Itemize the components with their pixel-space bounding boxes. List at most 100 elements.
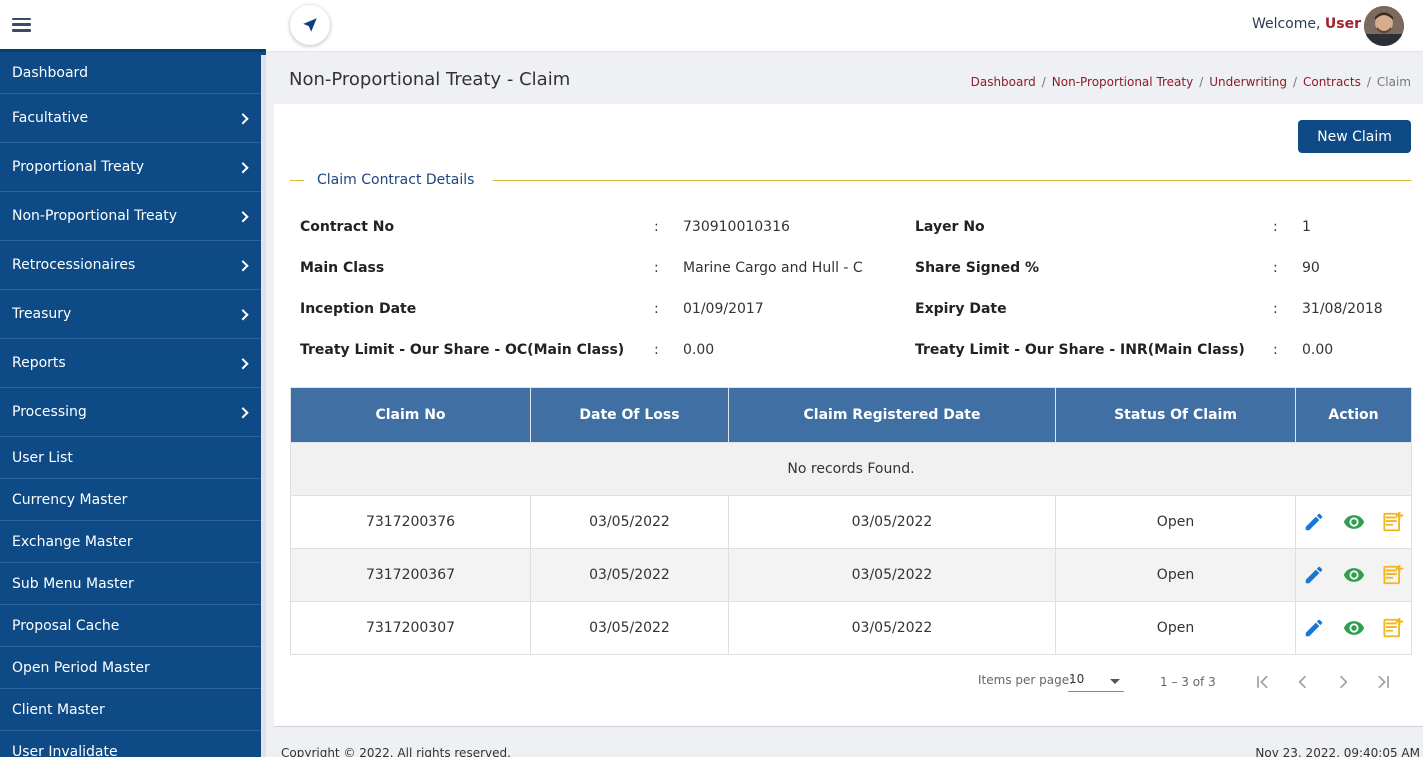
view-icon[interactable]: [1343, 617, 1365, 639]
sidebar-header: [0, 0, 266, 52]
empty-message: No records Found.: [290, 442, 1412, 496]
last-page-icon: [1378, 675, 1389, 689]
detail-label: Inception Date: [300, 301, 417, 317]
chevron-right-icon: [237, 358, 249, 370]
detail-colon: :: [654, 342, 659, 358]
page-title: Non-Proportional Treaty - Claim: [289, 69, 571, 90]
table-row: 7317200376 03/05/2022 03/05/2022 Open: [290, 495, 1412, 549]
detail-colon: :: [1273, 301, 1278, 317]
sidebar-item-user-invalidate[interactable]: User Invalidate: [0, 731, 261, 757]
edit-icon[interactable]: [1303, 617, 1325, 639]
sidebar-item-non-proportional-treaty[interactable]: Non-Proportional Treaty: [0, 192, 261, 241]
section-title: Claim Contract Details: [317, 172, 475, 188]
cell-date-of-loss: 03/05/2022: [530, 601, 729, 655]
breadcrumb-item-underwriting[interactable]: Underwriting: [1209, 75, 1287, 89]
sidebar-menu: Dashboard Facultative Proportional Treaty N…: [0, 52, 261, 757]
chevron-right-icon: [237, 309, 249, 321]
avatar[interactable]: [1364, 6, 1404, 46]
new-claim-button[interactable]: New Claim: [1298, 120, 1411, 153]
detail-label: Treaty Limit - Our Share - INR(Main Clas…: [915, 342, 1245, 358]
sidebar-item-currency-master[interactable]: Currency Master: [0, 479, 261, 521]
cell-registered-date: 03/05/2022: [728, 601, 1056, 655]
sidebar-item-open-period-master[interactable]: Open Period Master: [0, 647, 261, 689]
edit-icon[interactable]: [1303, 564, 1325, 586]
sidebar-item-retrocessionaires[interactable]: Retrocessionaires: [0, 241, 261, 290]
table-row: 7317200367 03/05/2022 03/05/2022 Open: [290, 548, 1412, 602]
detail-colon: :: [654, 260, 659, 276]
chevron-right-icon: [237, 113, 249, 125]
sidebar-item-label: Currency Master: [12, 491, 128, 508]
add-note-icon[interactable]: [1382, 511, 1405, 533]
chevron-right-icon: [237, 211, 249, 223]
sidebar-scrollbar[interactable]: [261, 55, 266, 757]
breadcrumb-item-non-proportional-treaty[interactable]: Non-Proportional Treaty: [1051, 75, 1194, 89]
hamburger-menu-icon[interactable]: [12, 17, 31, 32]
first-page-button[interactable]: [1248, 667, 1278, 697]
claim-card: New Claim Claim Contract Details Contrac…: [274, 104, 1423, 727]
sidebar-item-facultative[interactable]: Facultative: [0, 94, 261, 143]
sidebar-item-proportional-treaty[interactable]: Proportional Treaty: [0, 143, 261, 192]
sidebar-item-sub-menu-master[interactable]: Sub Menu Master: [0, 563, 261, 605]
cell-action: [1295, 601, 1412, 655]
sidebar-item-label: Exchange Master: [12, 533, 133, 550]
column-header-date-of-loss: Date Of Loss: [530, 387, 729, 443]
cell-date-of-loss: 03/05/2022: [530, 548, 729, 602]
sidebar-item-user-list[interactable]: User List: [0, 437, 261, 479]
sidebar-item-processing[interactable]: Processing: [0, 388, 261, 437]
detail-value: 90: [1302, 260, 1320, 276]
items-per-page-value: 10: [1069, 672, 1085, 686]
sidebar: Dashboard Facultative Proportional Treaty N…: [0, 0, 266, 757]
cell-date-of-loss: 03/05/2022: [530, 495, 729, 549]
table-row: 7317200307 03/05/2022 03/05/2022 Open: [290, 601, 1412, 655]
cell-registered-date: 03/05/2022: [728, 548, 1056, 602]
last-page-button[interactable]: [1368, 667, 1398, 697]
detail-value: Marine Cargo and Hull - C: [683, 260, 863, 276]
view-icon[interactable]: [1343, 564, 1365, 586]
detail-colon: :: [654, 301, 659, 317]
view-icon[interactable]: [1343, 511, 1365, 533]
sidebar-item-label: Processing: [12, 404, 87, 420]
top-bar: Welcome, User: [266, 0, 1423, 52]
empty-row: No records Found.: [290, 442, 1412, 496]
add-note-icon[interactable]: [1382, 617, 1405, 639]
add-note-icon[interactable]: [1382, 564, 1405, 586]
sidebar-item-client-master[interactable]: Client Master: [0, 689, 261, 731]
sidebar-item-treasury[interactable]: Treasury: [0, 290, 261, 339]
previous-page-button[interactable]: [1288, 667, 1318, 697]
cell-status: Open: [1055, 548, 1296, 602]
detail-row: Inception Date: 01/09/2017 Expiry Date: 31/…: [300, 301, 1410, 321]
welcome-message: Welcome, User: [1252, 16, 1361, 32]
chevron-right-icon: [237, 162, 249, 174]
navigation-arrow-icon: [303, 18, 317, 32]
navigation-toggle-button[interactable]: [290, 5, 330, 45]
sidebar-item-exchange-master[interactable]: Exchange Master: [0, 521, 261, 563]
sidebar-item-reports[interactable]: Reports: [0, 339, 261, 388]
sidebar-item-label: Client Master: [12, 701, 105, 718]
sidebar-item-label: Treasury: [12, 306, 72, 322]
sidebar-item-dashboard[interactable]: Dashboard: [0, 52, 261, 94]
breadcrumb-item-claim: Claim: [1376, 75, 1411, 89]
sidebar-item-proposal-cache[interactable]: Proposal Cache: [0, 605, 261, 647]
first-page-icon: [1257, 675, 1268, 689]
breadcrumb-item-contracts[interactable]: Contracts: [1302, 75, 1361, 89]
breadcrumb-item-dashboard[interactable]: Dashboard: [970, 75, 1036, 89]
sidebar-item-label: Dashboard: [12, 64, 88, 81]
detail-label: Contract No: [300, 219, 395, 235]
detail-label: Share Signed %: [915, 260, 1040, 276]
chevron-right-icon: [237, 260, 249, 272]
edit-icon[interactable]: [1303, 511, 1325, 533]
sidebar-item-label: Sub Menu Master: [12, 575, 134, 592]
sidebar-item-label: Open Period Master: [12, 659, 150, 676]
sidebar-item-label: Proposal Cache: [12, 617, 120, 634]
cell-claim-no: 7317200376: [290, 495, 531, 549]
sidebar-item-label: User List: [12, 449, 73, 466]
sidebar-item-label: Facultative: [12, 110, 89, 126]
cell-status: Open: [1055, 601, 1296, 655]
next-page-button[interactable]: [1328, 667, 1358, 697]
user-name[interactable]: User: [1324, 16, 1361, 32]
cell-status: Open: [1055, 495, 1296, 549]
detail-label: Treaty Limit - Our Share - OC(Main Class…: [300, 342, 625, 358]
detail-label: Main Class: [300, 260, 385, 276]
chevron-right-icon: [237, 407, 249, 419]
items-per-page-select[interactable]: 10: [1068, 670, 1124, 692]
